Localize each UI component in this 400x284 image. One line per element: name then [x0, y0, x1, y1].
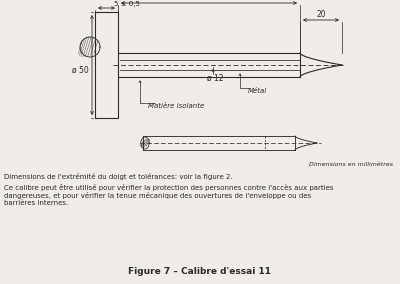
Text: Figure 7 – Calibre d'essai 11: Figure 7 – Calibre d'essai 11 [128, 267, 272, 276]
Text: Dimensions en millimètres: Dimensions en millimètres [309, 162, 393, 167]
Text: ø 12: ø 12 [207, 74, 223, 83]
Text: Ce calibre peut être utilisé pour vérifier la protection des personnes contre l': Ce calibre peut être utilisé pour vérifi… [4, 184, 334, 191]
Text: 5 ± 0,5: 5 ± 0,5 [114, 1, 140, 7]
Text: Métal: Métal [248, 88, 267, 94]
Text: Matière isolante: Matière isolante [148, 103, 204, 109]
Text: dangereuses, et pour vérifier la tenue mécanique des ouvertures de l'enveloppe o: dangereuses, et pour vérifier la tenue m… [4, 192, 311, 199]
Text: 80: 80 [204, 0, 214, 2]
Text: ø 50: ø 50 [72, 66, 89, 74]
Text: Dimensions de l'extrémité du doigt et tolérances: voir la figure 2.: Dimensions de l'extrémité du doigt et to… [4, 173, 233, 180]
Text: barrières internes.: barrières internes. [4, 200, 68, 206]
Text: 20: 20 [316, 10, 326, 19]
